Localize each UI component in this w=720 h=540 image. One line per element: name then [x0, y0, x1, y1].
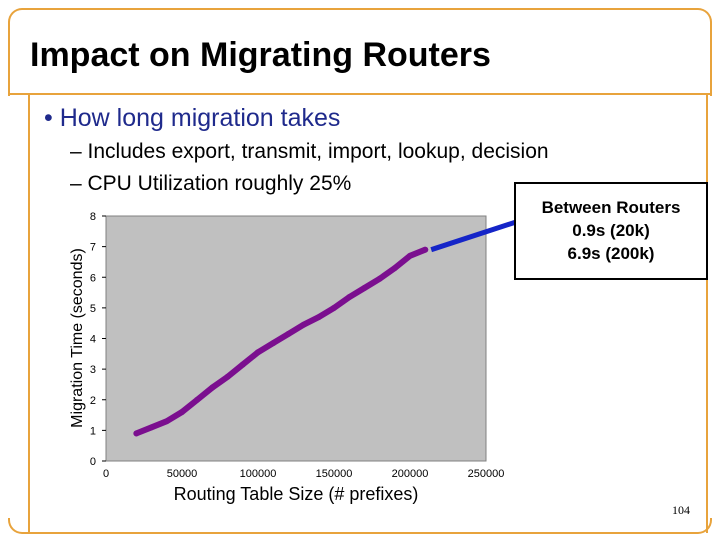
y-tick-label: 6: [90, 272, 96, 284]
data-point: [361, 284, 368, 291]
title-frame: [8, 8, 712, 96]
main-bullet: • How long migration takes: [44, 104, 341, 132]
frame-left-border: [28, 93, 30, 533]
data-point: [376, 275, 383, 282]
y-tick-label: 7: [90, 242, 96, 254]
data-point: [209, 384, 216, 391]
callout-line-1: Between Routers: [541, 198, 681, 217]
page-number: 104: [672, 503, 690, 517]
callout-arrow: [430, 219, 517, 253]
callout-line-3: 6.9s (200k): [567, 244, 655, 263]
data-point: [315, 314, 322, 321]
data-point: [407, 252, 413, 259]
data-point: [300, 321, 307, 328]
x-tick-label: 0: [103, 468, 109, 480]
y-tick-label: 3: [90, 364, 96, 376]
data-point: [422, 246, 429, 253]
frame-right-border: [706, 93, 708, 533]
y-tick-label: 4: [90, 334, 96, 346]
data-point: [179, 409, 185, 415]
x-tick-label: 100000: [240, 468, 277, 480]
data-point: [148, 424, 155, 431]
y-tick-label: 5: [90, 303, 96, 315]
data-point: [331, 304, 337, 311]
y-tick-label: 8: [90, 211, 96, 223]
x-tick-label: 50000: [167, 468, 198, 480]
data-point: [270, 340, 277, 347]
data-point: [391, 265, 398, 272]
slide-title: Impact on Migrating Routers: [30, 36, 491, 74]
y-tick-label: 2: [90, 395, 96, 407]
x-tick-label: 150000: [316, 468, 353, 480]
y-tick-label: 0: [90, 456, 96, 468]
callout-box: Between Routers 0.9s (20k) 6.9s (200k): [514, 182, 708, 280]
sub-bullet-1: – Includes export, transmit, import, loo…: [70, 140, 549, 163]
x-tick-label: 250000: [468, 468, 505, 480]
data-point: [255, 349, 261, 356]
x-tick-label: 200000: [392, 468, 429, 480]
data-point: [239, 361, 246, 368]
x-axis-label: Routing Table Size (# prefixes): [174, 484, 419, 504]
callout-line-2: 0.9s (20k): [572, 221, 650, 240]
y-tick-label: 1: [90, 425, 96, 437]
data-point: [285, 330, 292, 337]
data-point: [224, 373, 231, 380]
title-divider: [8, 93, 712, 95]
data-point: [163, 418, 170, 425]
data-point: [133, 430, 140, 437]
y-axis-label: Migration Time (seconds): [69, 248, 86, 428]
sub-bullet-2: – CPU Utilization roughly 25%: [70, 172, 352, 195]
data-point: [194, 396, 201, 403]
data-point: [346, 294, 353, 301]
